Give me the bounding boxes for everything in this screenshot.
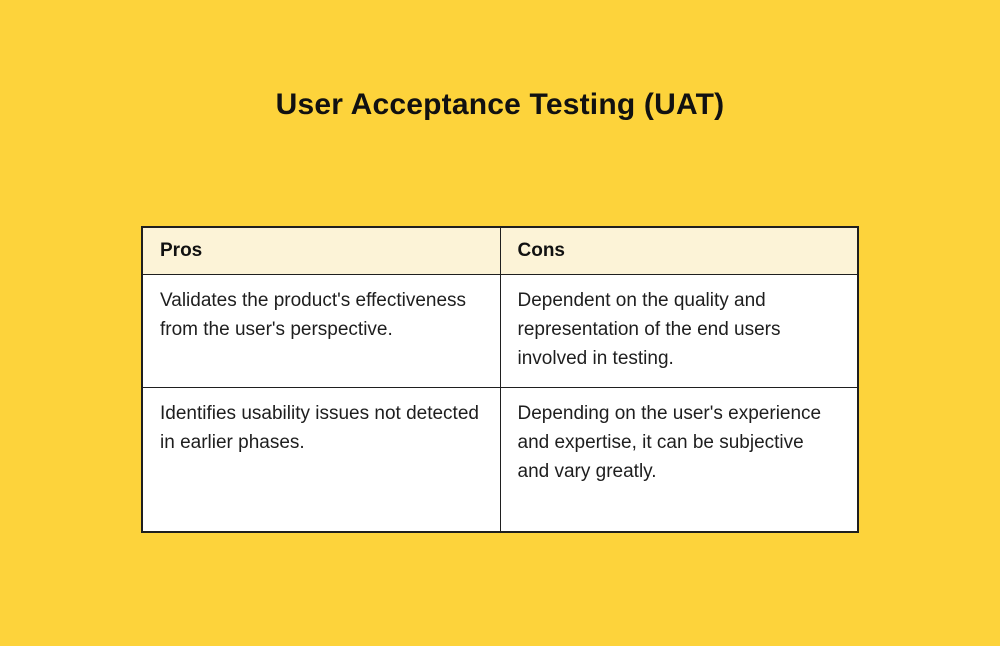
table-row: Identifies usability issues not detected… (141, 387, 859, 532)
table-row: Validates the product's effectiveness fr… (141, 274, 859, 388)
infographic-page: User Acceptance Testing (UAT) Pros Cons … (141, 88, 859, 533)
cons-cell: Dependent on the quality and representat… (499, 274, 859, 388)
table-header-row: Pros Cons (141, 226, 859, 275)
column-header-pros: Pros (141, 226, 501, 275)
cons-cell: Depending on the user's experience and e… (499, 387, 859, 532)
column-header-cons: Cons (499, 226, 859, 275)
page-title: User Acceptance Testing (UAT) (275, 88, 725, 121)
pros-cons-table: Pros Cons Validates the product's effect… (141, 226, 859, 533)
pros-cell: Identifies usability issues not detected… (141, 387, 501, 532)
pros-cell: Validates the product's effectiveness fr… (141, 274, 501, 388)
